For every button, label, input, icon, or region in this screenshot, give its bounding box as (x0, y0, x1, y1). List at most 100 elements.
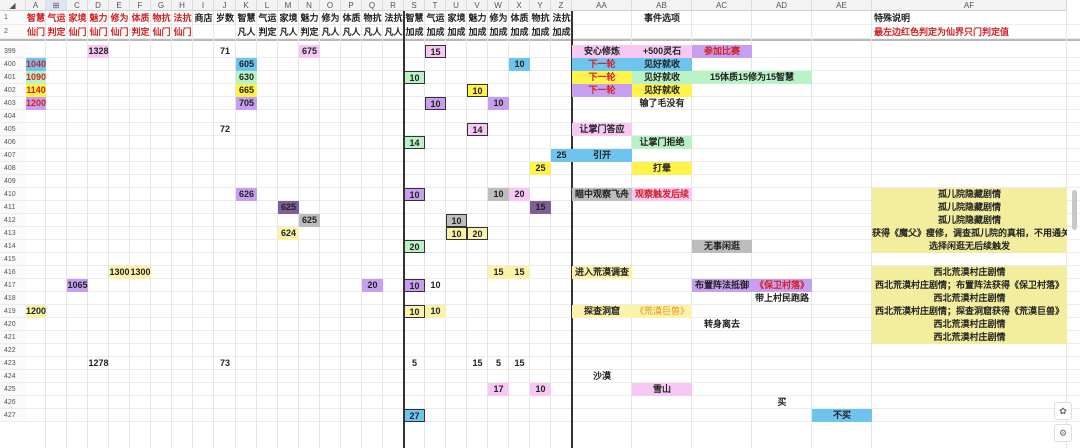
row-header[interactable]: 427 (0, 409, 26, 422)
sheet-cell[interactable]: 见好就收 (632, 58, 692, 71)
column-header[interactable]: H (172, 0, 193, 11)
header-cell[interactable]: 判定 (47, 27, 66, 37)
header-cell[interactable]: 法抗 (173, 13, 192, 23)
header-cell[interactable]: 加成 (426, 27, 445, 37)
header-cell[interactable]: 加成 (468, 27, 487, 37)
header-cell[interactable]: 修为 (489, 13, 508, 23)
sheet-cell[interactable]: 1200 (26, 305, 46, 318)
sheet-cell[interactable]: 无事闲逛 (692, 240, 752, 253)
header-cell[interactable]: 加成 (531, 27, 550, 37)
sheet-cell[interactable]: 1200 (26, 97, 46, 110)
row-header[interactable]: 421 (0, 331, 26, 344)
sheet-cell[interactable]: 1300 (130, 266, 151, 279)
header-cell[interactable]: 修为 (321, 13, 340, 23)
sheet-cell[interactable]: 西北荒漠村庄剧情；布置阵法获得《保卫村落》 (872, 279, 1067, 292)
sheet-cell[interactable]: 让掌门答应 (572, 123, 632, 136)
sheet-cell[interactable]: 626 (236, 188, 257, 201)
header-cell[interactable]: 物抗 (531, 13, 550, 23)
row-header[interactable]: 413 (0, 227, 26, 240)
column-header[interactable]: E (109, 0, 130, 11)
header-cell[interactable]: 加成 (447, 27, 466, 37)
header-cell[interactable]: 凡人 (363, 27, 382, 37)
sheet-cell[interactable]: 10 (425, 305, 446, 318)
sheet-cell[interactable]: 20 (404, 240, 425, 253)
header-cell[interactable]: 仙门 (68, 27, 87, 37)
header-cell[interactable]: 仙门 (173, 27, 192, 37)
sheet-cell[interactable]: 1065 (67, 279, 88, 292)
sheet-cell[interactable]: 20 (362, 279, 383, 292)
sheet-cell[interactable]: 引开 (572, 149, 632, 162)
column-header[interactable]: AC (692, 0, 752, 11)
sheet-cell[interactable]: 打晕 (632, 162, 692, 175)
header-cell[interactable]: 气运 (47, 13, 66, 23)
sheet-cell[interactable]: 下一轮 (572, 58, 632, 71)
sheet-cell[interactable]: 625 (299, 214, 320, 227)
column-header[interactable]: Q (362, 0, 383, 11)
header-cell[interactable]: 仙门 (152, 27, 171, 37)
row-header[interactable]: 406 (0, 136, 26, 149)
row-header[interactable]: 400 (0, 58, 26, 71)
header-cell[interactable]: 判定 (258, 27, 277, 37)
sheet-cell[interactable]: 17 (488, 383, 509, 396)
row-header[interactable]: 423 (0, 357, 26, 370)
sheet-cell[interactable]: 进入荒漠调查 (572, 266, 632, 279)
sheet-cell[interactable]: 输了毛没有 (639, 98, 685, 108)
sheet-cell[interactable]: 15 (514, 358, 525, 368)
sheet-cell[interactable]: 5 (411, 358, 417, 368)
column-header[interactable]: O (320, 0, 341, 11)
sheet-cell[interactable]: 选择闲逛无后续触发 (872, 240, 1067, 253)
row-header[interactable]: 2 (0, 25, 26, 39)
row-header[interactable]: 409 (0, 175, 26, 188)
column-header[interactable]: ⊞ (46, 0, 67, 11)
sheet-cell[interactable]: 沙漠 (592, 371, 611, 381)
column-header[interactable]: AA (572, 0, 632, 11)
sheet-cell[interactable]: 见好就收 (632, 71, 692, 84)
sheet-cell[interactable]: 《保卫村落》 (752, 279, 812, 292)
header-cell[interactable]: 法抗 (552, 13, 571, 23)
column-header[interactable]: M (278, 0, 299, 11)
row-header[interactable]: 407 (0, 149, 26, 162)
sheet-cell[interactable]: 15 (425, 45, 446, 58)
sheet-cell[interactable]: 625 (278, 201, 299, 214)
sheet-cell[interactable]: 观察触发后续 (632, 188, 692, 201)
sheet-cell[interactable]: 10 (425, 97, 446, 110)
sheet-cell[interactable]: 1328 (88, 45, 109, 58)
sheet-cell[interactable]: 安心修炼 (572, 45, 632, 58)
settings-icon[interactable]: ⚙ (1054, 424, 1072, 442)
sheet-cell[interactable]: 布置阵法抵御 (692, 279, 752, 292)
column-header[interactable]: K (236, 0, 257, 11)
sheet-cell[interactable]: 15体质15修为15智慧 (692, 71, 812, 84)
sheet-cell[interactable]: 675 (299, 45, 320, 58)
header-cell[interactable]: 加成 (552, 27, 571, 37)
column-header[interactable]: Z (551, 0, 572, 11)
header-cell[interactable]: 加成 (405, 27, 424, 37)
sheet-cell[interactable]: 1140 (26, 84, 46, 97)
sheet-cell[interactable]: 探查洞窟 (572, 305, 632, 318)
header-cell[interactable]: 体质 (131, 13, 150, 23)
column-header[interactable]: T (425, 0, 446, 11)
column-header[interactable]: G (151, 0, 172, 11)
header-cell[interactable]: 智慧 (237, 13, 256, 23)
header-cell[interactable]: 法抗 (384, 13, 403, 23)
row-header[interactable]: 415 (0, 253, 26, 266)
sheet-cell[interactable]: 20 (467, 227, 488, 240)
row-header[interactable]: 425 (0, 383, 26, 396)
column-header[interactable]: N (299, 0, 320, 11)
sheet-cell[interactable]: 瞄中观察飞舟 (572, 188, 632, 201)
row-header[interactable]: 404 (0, 110, 26, 123)
sheet-cell[interactable]: 705 (236, 97, 257, 110)
sheet-cell[interactable]: 下一轮 (572, 71, 632, 84)
sheet-cell[interactable]: 605 (236, 58, 257, 71)
sheet-cell[interactable]: 10 (404, 279, 425, 292)
header-cell[interactable]: 判定 (300, 27, 319, 37)
sheet-cell[interactable]: 20 (509, 188, 530, 201)
sheet-cell[interactable]: 不买 (812, 409, 872, 422)
header-cell[interactable]: 体质 (342, 13, 361, 23)
column-header[interactable]: L (257, 0, 278, 11)
header-cell[interactable]: 凡人 (279, 27, 298, 37)
sheet-cell[interactable]: 《荒漠巨兽》 (632, 305, 692, 318)
sheet-cell[interactable]: 10 (488, 97, 509, 110)
sheet-cell[interactable]: 27 (404, 409, 425, 422)
header-cell[interactable]: 魅力 (468, 13, 487, 23)
header-cell[interactable]: 物抗 (363, 13, 382, 23)
